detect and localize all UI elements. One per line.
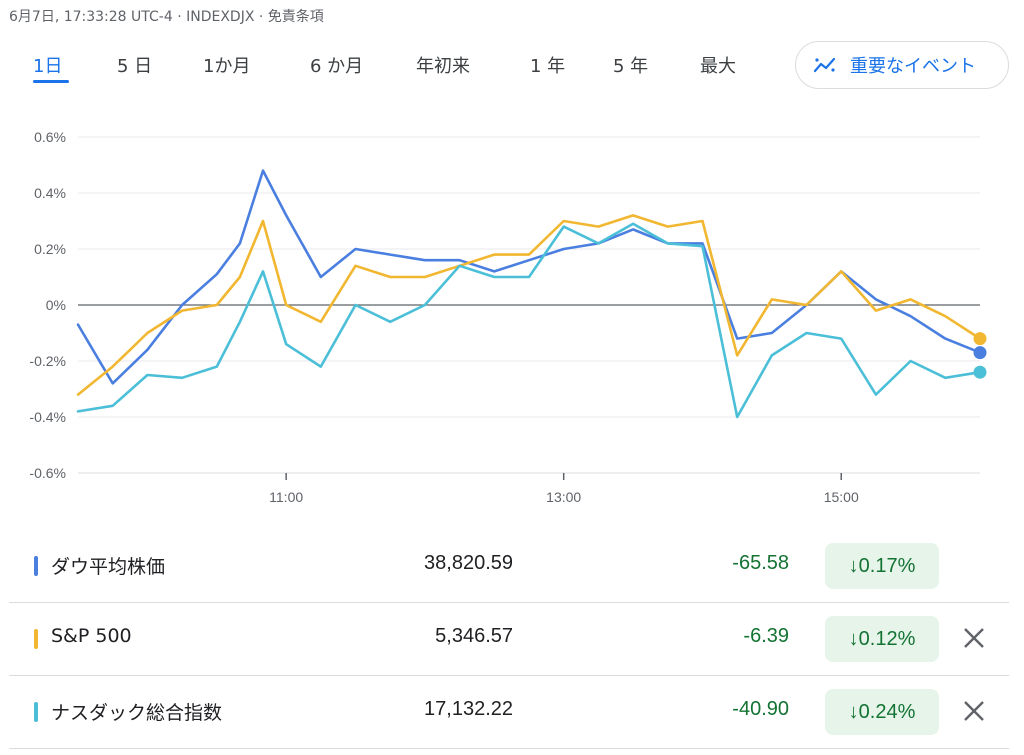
- range-tabs: 1日 5 日 1か月 6 か月 年初来 1 年 5 年 最大: [0, 50, 780, 86]
- index-name: ダウ平均株価: [51, 556, 166, 578]
- tab-5-days[interactable]: 5 日: [117, 56, 153, 77]
- y-tick-label: -0.2%: [29, 353, 66, 369]
- index-price: 5,346.57: [435, 625, 513, 647]
- index-line-chart: 0.6% 0.4% 0.2% 0% -0.2% -0.4% -0.6% 11:00 13:00 1…: [29, 129, 987, 505]
- index-change: -6.39: [743, 625, 789, 647]
- x-tick-label: 15:00: [824, 489, 859, 505]
- tab-5-years[interactable]: 5 年: [613, 56, 649, 77]
- x-tick-label: 13:00: [546, 489, 581, 505]
- index-row-sp500[interactable]: S&P 500 5,346.57 -6.39 ↓0.12%: [9, 603, 1009, 676]
- series-end-dot-1: [973, 346, 987, 360]
- series-line-2: [76, 214, 982, 396]
- index-row-dow[interactable]: ダウ平均株価 38,820.59 -65.58 ↓0.17%: [9, 530, 1009, 603]
- index-price: 17,132.22: [424, 698, 513, 720]
- index-percent-badge: ↓0.17%: [825, 543, 939, 589]
- close-icon[interactable]: [959, 696, 989, 726]
- tab-1-month[interactable]: 1か月: [203, 56, 251, 77]
- y-tick-label: -0.4%: [29, 409, 66, 425]
- y-tick-label: 0.4%: [34, 185, 66, 201]
- key-events-button[interactable]: 重要なイベント: [795, 41, 1009, 89]
- key-events-label: 重要なイベント: [850, 56, 976, 77]
- x-tick-label: 11:00: [269, 489, 303, 505]
- series-color-bar: [34, 629, 38, 649]
- series-end-dot-2: [973, 332, 987, 346]
- index-price: 38,820.59: [424, 552, 513, 574]
- sparkline-icon: [813, 57, 836, 73]
- series-color-bar: [34, 556, 38, 576]
- y-tick-label: 0.6%: [34, 129, 66, 145]
- tab-6-months[interactable]: 6 か月: [310, 56, 364, 77]
- series-line-3: [76, 222, 982, 419]
- tab-1-day[interactable]: 1日: [33, 56, 63, 77]
- index-row-nasdaq[interactable]: ナスダック総合指数 17,132.22 -40.90 ↓0.24%: [9, 676, 1009, 749]
- index-percent-badge: ↓0.24%: [825, 689, 939, 735]
- tab-ytd[interactable]: 年初来: [416, 56, 470, 77]
- disclaimer-text[interactable]: 6月7日, 17:33:28 UTC-4 · INDEXDJX · 免責条項: [9, 9, 324, 25]
- close-icon[interactable]: [959, 623, 989, 653]
- index-name: S&P 500: [51, 625, 132, 647]
- index-change: -65.58: [732, 552, 789, 574]
- active-tab-indicator: [33, 80, 69, 83]
- tab-max[interactable]: 最大: [700, 56, 736, 77]
- y-tick-label: 0%: [46, 297, 66, 313]
- y-tick-label: 0.2%: [34, 241, 66, 257]
- tab-1-year[interactable]: 1 年: [530, 56, 566, 77]
- index-percent-badge: ↓0.12%: [825, 616, 939, 662]
- y-tick-label: -0.6%: [29, 465, 66, 481]
- index-change: -40.90: [732, 698, 789, 720]
- series-color-bar: [34, 702, 38, 722]
- index-name: ナスダック総合指数: [51, 702, 223, 724]
- series-end-dot-3: [973, 365, 987, 379]
